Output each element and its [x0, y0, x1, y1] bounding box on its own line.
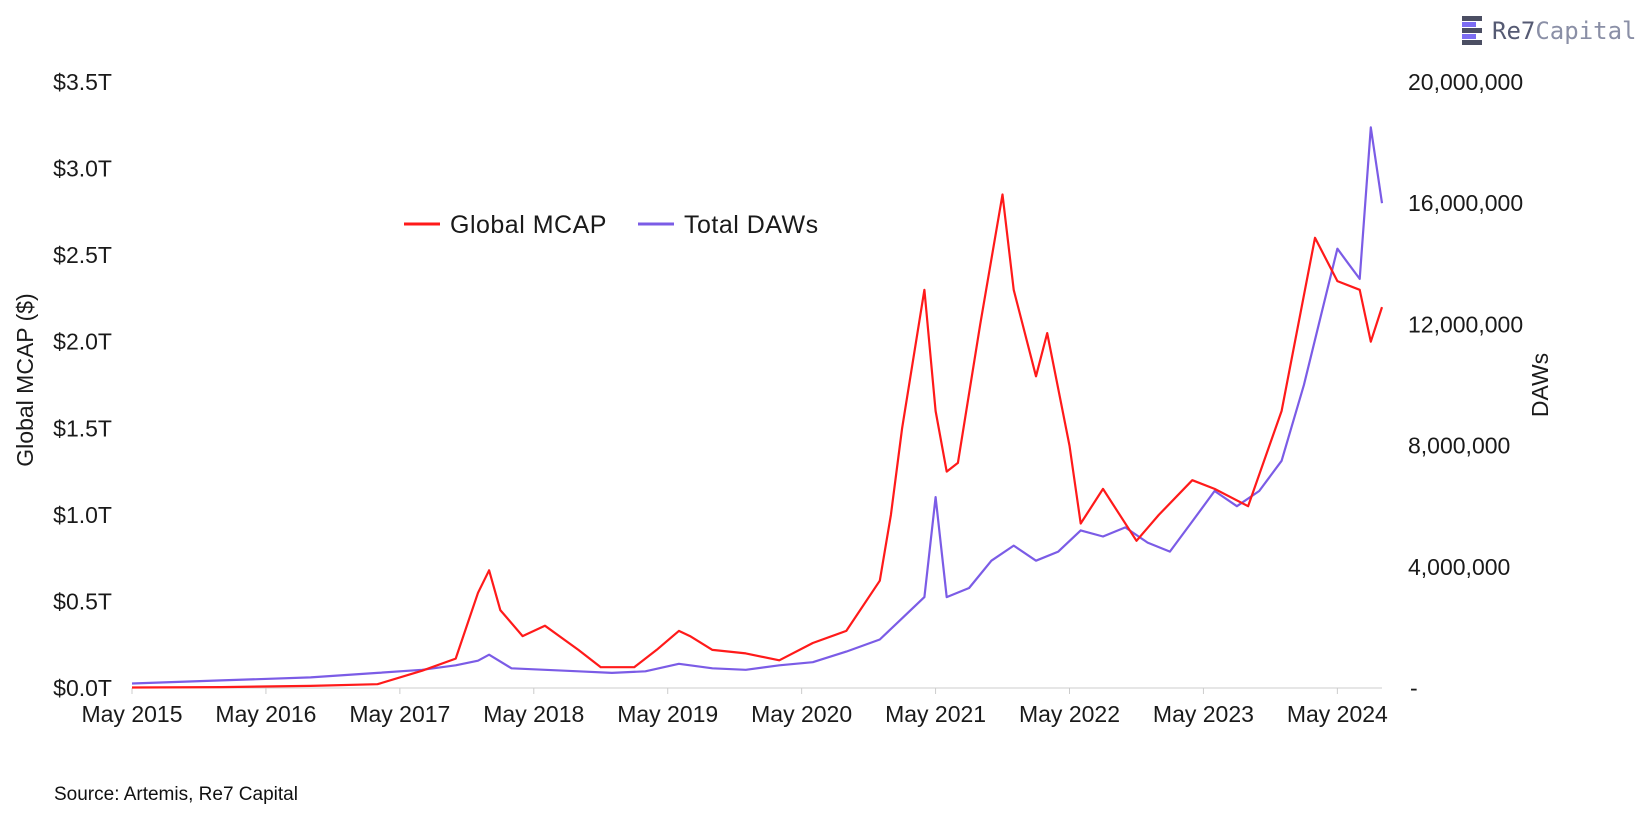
right-tick-label: 4,000,000 [1408, 554, 1510, 580]
logo-text: Re7Capital [1492, 17, 1637, 45]
left-tick-label: $1.5T [53, 415, 112, 441]
left-tick-label: $2.0T [53, 329, 112, 355]
right-tick-label: 12,000,000 [1408, 311, 1523, 337]
left-tick-label: $2.5T [53, 242, 112, 268]
x-tick-label: May 2015 [81, 701, 182, 727]
left-axis-ticks: $0.0T $0.5T $1.0T $1.5T $2.0T $2.5T $3.0T $3.5T [53, 69, 112, 701]
x-tick-label: May 2016 [215, 701, 316, 727]
x-tick-label: May 2017 [349, 701, 450, 727]
left-tick-label: $1.0T [53, 502, 112, 528]
left-tick-label: $0.0T [53, 675, 112, 701]
x-tick-label: May 2021 [885, 701, 986, 727]
right-tick-label: - [1410, 675, 1418, 701]
logo-mark-icon [1462, 16, 1482, 46]
right-axis-ticks: - 4,000,000 8,000,000 12,000,000 16,000,000 2… [1408, 69, 1523, 701]
legend-label: Global MCAP [450, 211, 607, 239]
left-tick-label: $3.0T [53, 156, 112, 182]
right-axis-title: DAWs [1527, 353, 1553, 417]
x-axis-ticks: May 2015 May 2016 May 2017 May 2018 May 2019… [81, 688, 1388, 727]
legend-label: Total DAWs [684, 211, 819, 239]
x-tick-label: May 2024 [1287, 701, 1388, 727]
series-layer [131, 126, 1384, 689]
x-tick-label: May 2018 [483, 701, 584, 727]
left-tick-label: $3.5T [53, 69, 112, 95]
source-note: Source: Artemis, Re7 Capital [54, 784, 298, 805]
x-tick-label: May 2019 [617, 701, 718, 727]
left-axis-title: Global MCAP ($) [12, 293, 38, 466]
left-tick-label: $0.5T [53, 588, 112, 614]
x-tick-label: May 2023 [1153, 701, 1254, 727]
x-tick-label: May 2022 [1019, 701, 1120, 727]
right-tick-label: 8,000,000 [1408, 433, 1510, 459]
series-line-total-daws [131, 126, 1384, 685]
brand-logo: Re7Capital [1462, 14, 1637, 48]
x-tick-label: May 2020 [751, 701, 852, 727]
right-tick-label: 16,000,000 [1408, 190, 1523, 216]
right-tick-label: 20,000,000 [1408, 69, 1523, 95]
legend: Global MCAP Total DAWs [404, 211, 819, 239]
logo-text-accent: Capital [1535, 17, 1637, 45]
series-line-global-mcap [131, 193, 1384, 689]
logo-text-main: Re7 [1492, 17, 1536, 45]
